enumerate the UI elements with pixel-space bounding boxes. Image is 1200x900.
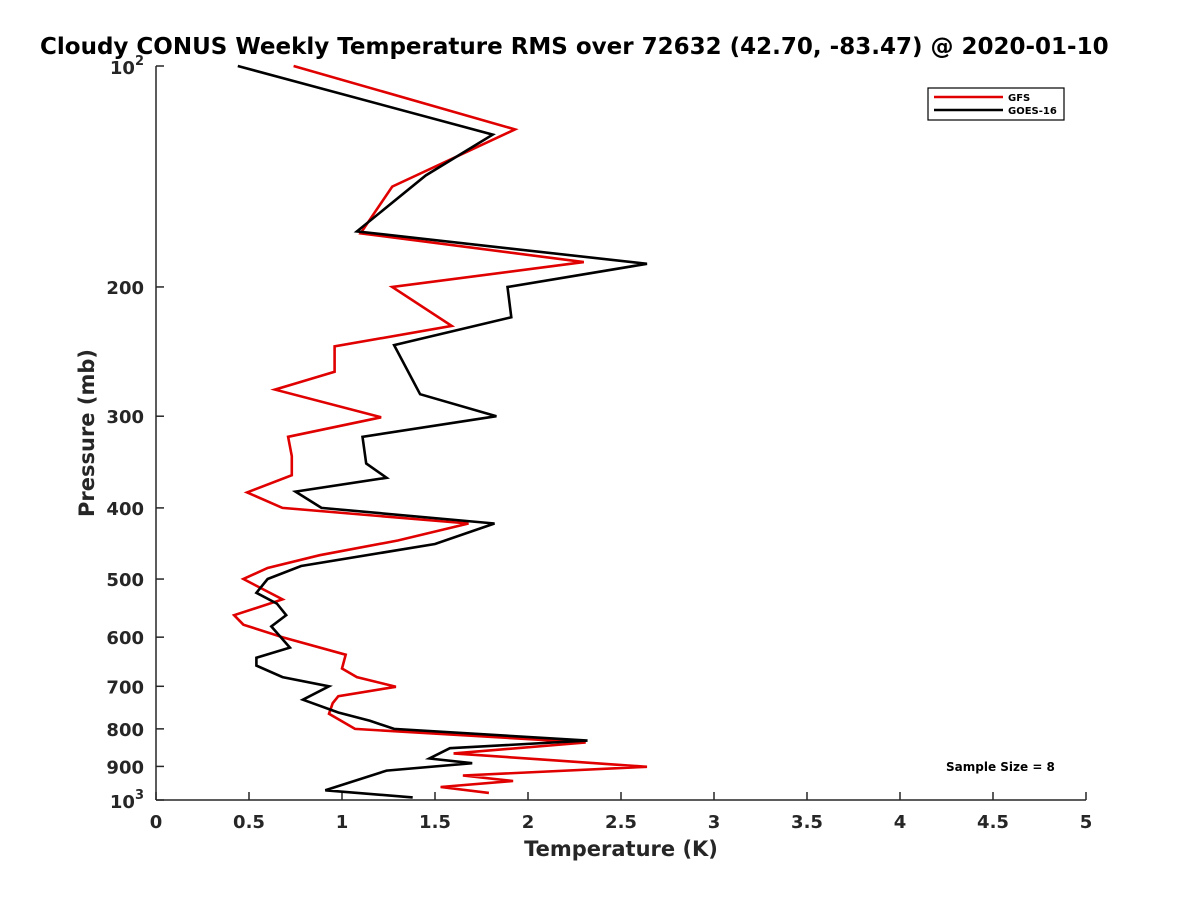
y-tick-label: 700 xyxy=(106,677,144,698)
series-line-goes16 xyxy=(237,64,648,799)
y-tick-label: 103 xyxy=(110,788,144,813)
x-tick-label: 5 xyxy=(1080,812,1093,833)
y-tick-label: 500 xyxy=(106,570,144,591)
legend: GFS GOES-16 xyxy=(927,87,1065,121)
series-line-gfs xyxy=(231,64,648,795)
x-tick-label: 0.5 xyxy=(233,812,265,833)
x-tick-label: 1.5 xyxy=(419,812,451,833)
y-tick-base: 10 xyxy=(110,792,135,813)
x-tick-label: 0 xyxy=(150,812,163,833)
x-tick-label: 3 xyxy=(708,812,721,833)
y-tick-exponent: 2 xyxy=(135,54,144,69)
x-tick-label: 2.5 xyxy=(605,812,637,833)
x-tick-label: 3.5 xyxy=(791,812,823,833)
series-layer xyxy=(231,64,648,799)
y-tick-exponent: 3 xyxy=(135,788,144,803)
x-tick-label: 4 xyxy=(894,812,907,833)
legend-label-goes16: GOES-16 xyxy=(1008,106,1057,117)
plot-area xyxy=(155,66,1086,801)
legend-box xyxy=(927,87,1065,121)
y-tick-label: 600 xyxy=(106,628,144,649)
y-tick-label: 102 xyxy=(110,54,144,79)
x-tick-label: 2 xyxy=(522,812,535,833)
y-axis-label: Pressure (mb) xyxy=(75,349,99,517)
y-tick-label: 200 xyxy=(106,278,144,299)
x-axis-label: Temperature (K) xyxy=(524,837,718,861)
chart-title: Cloudy CONUS Weekly Temperature RMS over… xyxy=(40,34,1109,60)
y-tick-label: 400 xyxy=(106,499,144,520)
y-tick-label: 300 xyxy=(106,407,144,428)
sample-size-annotation: Sample Size = 8 xyxy=(946,760,1055,774)
x-ticks: 0 0.5 1 1.5 2 2.5 3 3.5 4 4.5 5 xyxy=(150,792,1093,833)
legend-label-gfs: GFS xyxy=(1008,93,1030,104)
x-tick-label: 1 xyxy=(336,812,349,833)
y-tick-label: 900 xyxy=(106,757,144,778)
x-tick-label: 4.5 xyxy=(977,812,1009,833)
y-tick-label: 800 xyxy=(106,720,144,741)
y-tick-base: 10 xyxy=(110,58,135,79)
